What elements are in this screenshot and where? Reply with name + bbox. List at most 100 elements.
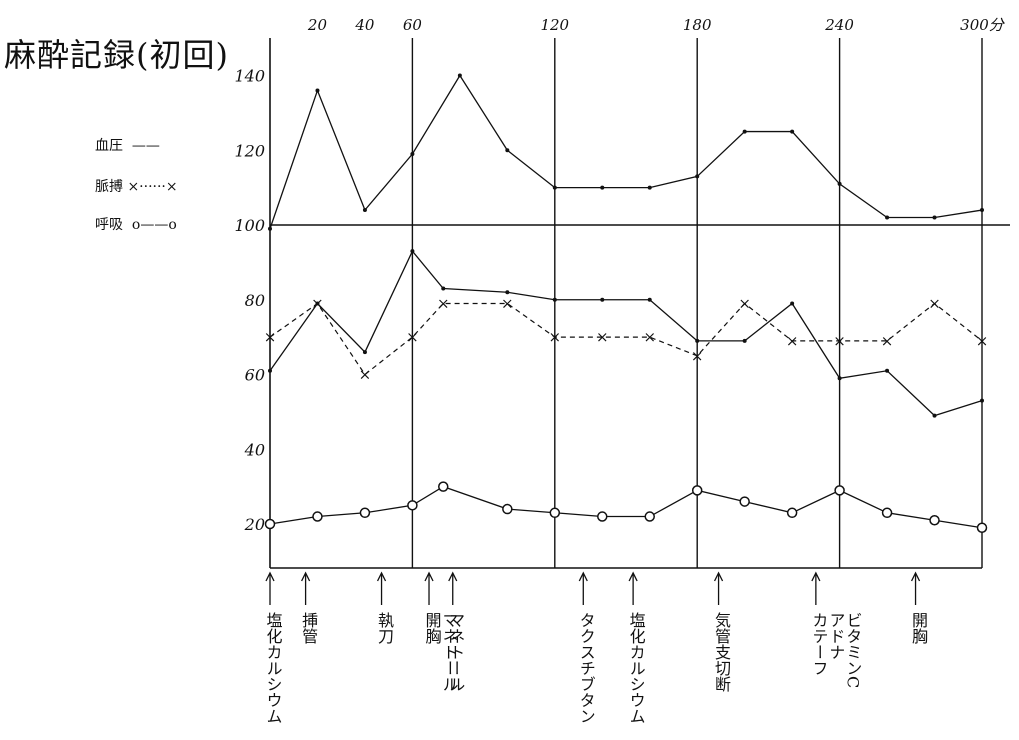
point-pulse: × (976, 332, 989, 350)
x-tick-label: 40 (354, 16, 375, 34)
legend-line-circle: o——o (127, 217, 177, 233)
point-respiration (739, 496, 750, 507)
point-diastolic (932, 413, 937, 418)
point-diastolic (505, 290, 510, 295)
point-pulse: × (264, 328, 277, 346)
x-tick-label: 20 (307, 16, 328, 34)
point-systolic (268, 226, 272, 231)
event-label: 気管支切断 (712, 612, 731, 692)
event-arrow-head (424, 571, 434, 582)
y-tick-label: 80 (245, 291, 265, 310)
legend-label: 血圧 (95, 138, 123, 154)
point-respiration (359, 507, 371, 519)
legend-label: 脈搏 (95, 179, 123, 195)
legend-line-solid: —— (127, 138, 160, 154)
legend-item-blood-pressure: 血圧 —— (95, 135, 160, 155)
event-arrow-head (811, 571, 821, 582)
series-line-pulse (269, 302, 983, 376)
event-arrow-head (910, 571, 921, 582)
point-systolic (362, 208, 367, 213)
point-respiration (549, 507, 561, 519)
series-line-respiration (269, 485, 983, 529)
point-systolic (695, 174, 700, 179)
point-systolic (410, 151, 415, 156)
event-arrow-head (448, 571, 458, 582)
point-pulse: × (928, 294, 941, 312)
point-pulse: × (786, 332, 799, 350)
point-pulse: × (833, 332, 846, 350)
event-arrow-head (628, 571, 638, 582)
point-systolic (885, 215, 890, 220)
y-tick-label: 100 (234, 216, 265, 235)
y-tick-label: 60 (245, 366, 265, 385)
point-diastolic (600, 297, 605, 302)
legend-item-respiration: 呼吸 o——o (95, 214, 177, 234)
y-tick-label: 140 (234, 67, 265, 86)
legend-line-dotted: ×······× (127, 179, 178, 195)
point-respiration (834, 485, 845, 496)
point-pulse: × (596, 328, 609, 346)
point-diastolic (410, 249, 415, 254)
point-systolic (552, 185, 557, 190)
point-respiration (502, 503, 513, 515)
point-diastolic (695, 338, 700, 343)
event-label: 塩化カルシウム (627, 612, 646, 724)
event-label: 開胸 (423, 612, 442, 645)
point-systolic (932, 215, 937, 220)
point-systolic (457, 73, 462, 78)
event-label: マネトール (440, 612, 459, 692)
point-diastolic (885, 368, 890, 373)
event-label: マネトール (446, 612, 465, 692)
point-diastolic (362, 350, 367, 355)
point-respiration (786, 507, 798, 519)
point-pulse: × (359, 366, 372, 384)
point-respiration (312, 511, 323, 522)
point-systolic (600, 185, 605, 190)
y-tick-label: 120 (234, 141, 265, 160)
point-respiration (597, 511, 608, 522)
point-systolic (505, 148, 510, 153)
event-arrow-head (713, 571, 724, 582)
point-diastolic (647, 297, 652, 302)
event-label: アドナ (826, 612, 845, 660)
y-tick-label: 40 (244, 440, 265, 459)
point-pulse: × (738, 294, 751, 312)
point-diastolic (742, 338, 747, 343)
point-pulse: × (437, 294, 450, 312)
point-systolic (790, 129, 795, 134)
point-pulse: × (881, 332, 894, 350)
point-respiration (691, 485, 703, 496)
point-diastolic (837, 376, 842, 381)
series-line-diastolic (269, 249, 983, 417)
point-diastolic (441, 286, 446, 291)
point-systolic (837, 181, 842, 186)
x-tick-label: 120 (540, 16, 569, 34)
x-tick-label: 300分 (960, 16, 1006, 34)
event-arrow-head (376, 571, 387, 582)
point-systolic (647, 185, 652, 190)
point-respiration (407, 500, 418, 511)
legend-label: 呼吸 (95, 217, 123, 233)
legend-item-pulse: 脈搏 ×······× (95, 176, 178, 196)
point-diastolic (980, 398, 984, 403)
event-arrow-head (578, 571, 588, 582)
point-respiration (264, 518, 276, 530)
chart-title: 麻酔記録(初回) (4, 36, 229, 74)
point-systolic (980, 208, 984, 213)
y-tick-label: 20 (244, 515, 265, 534)
point-systolic (315, 88, 320, 93)
point-respiration (881, 507, 893, 519)
x-tick-label: 180 (683, 16, 712, 34)
point-respiration (929, 515, 940, 526)
point-pulse: × (691, 347, 704, 365)
event-label: タクスチブタン (577, 612, 596, 724)
point-respiration (976, 522, 988, 533)
point-respiration (644, 511, 655, 522)
event-label: 執刀 (375, 612, 394, 644)
x-tick-label: 60 (403, 16, 423, 34)
point-pulse: × (549, 328, 562, 346)
event-label: 挿管 (299, 612, 318, 644)
event-arrow-head (265, 571, 275, 582)
point-pulse: × (311, 294, 324, 312)
